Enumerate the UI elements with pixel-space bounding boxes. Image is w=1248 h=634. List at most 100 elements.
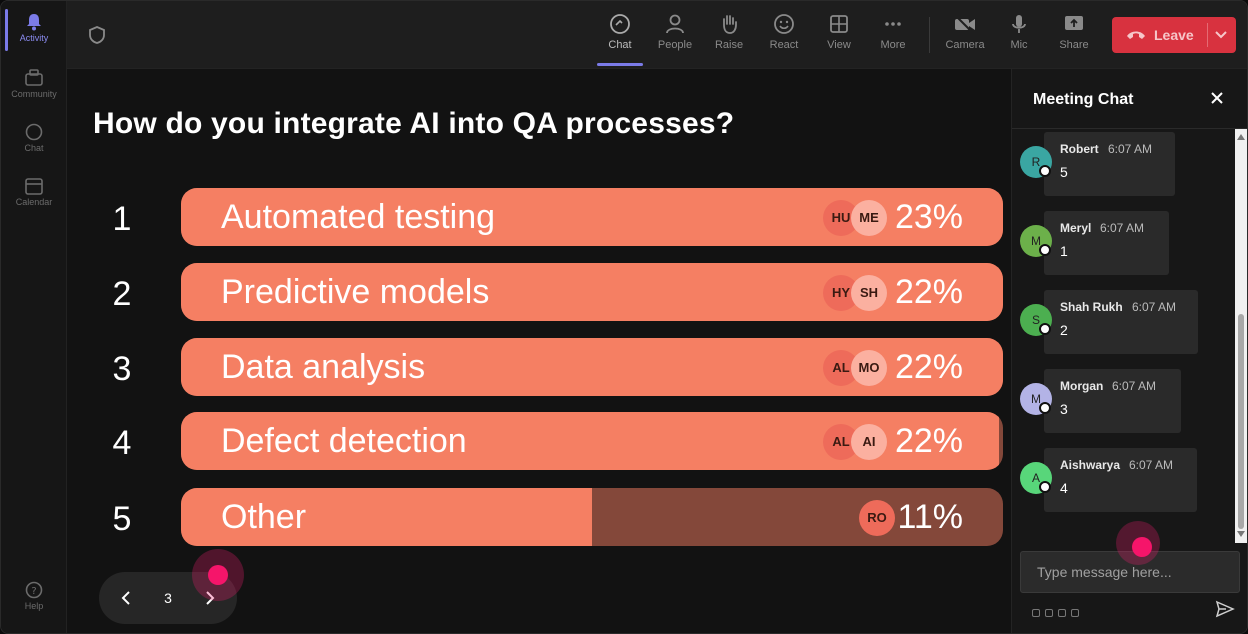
leave-button[interactable]: Leave	[1112, 17, 1236, 53]
poll-option[interactable]: 3 Data analysis AL MO 22%	[67, 338, 1011, 396]
toolbar-view-button[interactable]: View	[813, 11, 865, 63]
calendar-icon	[25, 178, 43, 195]
chat-header: Meeting Chat	[1012, 69, 1247, 129]
option-label: Other	[221, 498, 307, 536]
poll-option[interactable]: 1 Automated testing HU ME 23%	[67, 188, 1011, 246]
status-indicator	[1039, 481, 1051, 493]
chat-scrollbar[interactable]	[1235, 129, 1247, 543]
option-bar[interactable]: Predictive models HY SH 22%	[181, 263, 1003, 321]
voter-avatar: ME	[851, 200, 887, 236]
rail-active-indicator	[5, 9, 8, 51]
avatar: A	[1020, 462, 1052, 494]
formatting-tools[interactable]	[1032, 604, 1084, 617]
react-icon	[774, 14, 794, 34]
bell-icon	[27, 14, 41, 31]
more-icon	[885, 22, 901, 26]
status-indicator	[1039, 165, 1051, 177]
scroll-thumb[interactable]	[1238, 314, 1244, 529]
option-percent: 23%	[894, 198, 963, 236]
attach-icon[interactable]	[1045, 609, 1053, 617]
svg-text:?: ?	[31, 586, 36, 597]
chat-icon	[610, 14, 630, 34]
community-icon	[25, 69, 43, 86]
message-text: 2	[1060, 322, 1068, 338]
rail-item-label: Calendar	[15, 197, 53, 207]
option-number: 4	[112, 424, 132, 462]
phone-hangup-icon	[1127, 31, 1145, 39]
toolbar-more-button[interactable]: More	[867, 11, 919, 63]
format-icon[interactable]	[1032, 609, 1040, 617]
toolbar-react-label: React	[769, 39, 799, 51]
rail-item-community[interactable]: Community	[1, 69, 67, 99]
mic-icon	[1012, 15, 1026, 33]
option-bar[interactable]: Defect detection AL AI 22%	[181, 412, 1003, 470]
avatar-initial: M	[1031, 392, 1041, 406]
message-time: 6:07 AM	[1132, 300, 1177, 314]
toolbar-mic-button[interactable]: Mic	[993, 11, 1045, 63]
rail-item-calendar[interactable]: Calendar	[1, 177, 67, 207]
option-number: 5	[112, 500, 132, 538]
toolbar-raise-button[interactable]: Raise	[703, 11, 755, 63]
poll-stage: How do you integrate AI into QA processe…	[67, 69, 1011, 633]
avatar-initial: M	[1031, 234, 1041, 248]
toolbar-camera-button[interactable]: Camera	[939, 11, 991, 63]
pointer-indicator	[192, 549, 244, 601]
option-label: Defect detection	[221, 422, 467, 460]
scroll-up-arrow[interactable]	[1237, 134, 1245, 140]
sender-name: Aishwarya	[1060, 458, 1121, 472]
avatar-initial: R	[1031, 155, 1041, 169]
avatar: M	[1020, 225, 1052, 257]
chevron-right-icon[interactable]	[203, 590, 217, 606]
chevron-down-icon[interactable]	[1214, 30, 1228, 40]
message-time: 6:07 AM	[1112, 379, 1157, 393]
scroll-down-arrow[interactable]	[1237, 531, 1245, 537]
option-label: Data analysis	[221, 348, 426, 386]
chat-message[interactable]: M Morgan 6:07 AM 3	[1020, 369, 1181, 433]
toolbar-people-button[interactable]: People	[649, 11, 701, 63]
chat-message-input[interactable]	[1020, 551, 1240, 593]
message-time: 6:07 AM	[1129, 458, 1174, 472]
view-grid-icon	[830, 15, 848, 33]
toolbar-share-button[interactable]: Share	[1048, 11, 1100, 63]
option-bar[interactable]: Automated testing HU ME 23%	[181, 188, 1003, 246]
emoji-icon[interactable]	[1058, 609, 1066, 617]
leave-divider	[1207, 23, 1208, 47]
toolbar-separator	[929, 17, 930, 53]
close-icon[interactable]	[1210, 91, 1224, 105]
chevron-left-icon[interactable]	[119, 590, 133, 606]
share-icon	[1065, 16, 1083, 30]
option-fill	[181, 488, 592, 546]
pointer-indicator	[1116, 521, 1160, 565]
chat-message[interactable]: A Aishwarya 6:07 AM 4	[1020, 448, 1197, 512]
option-percent: 22%	[894, 348, 963, 386]
rail-item-chat[interactable]: Chat	[1, 123, 67, 153]
sender-name: Morgan	[1060, 379, 1104, 393]
rail-item-label: Community	[11, 89, 57, 99]
meeting-chat-panel: Meeting Chat R Robert 6:07 AM 5 M Meryl 6:07 A…	[1011, 69, 1247, 633]
rail-item-activity[interactable]: Activity	[1, 13, 67, 43]
toolbar-view-label: View	[827, 39, 851, 51]
poll-option[interactable]: 5 Other RO 11%	[67, 488, 1011, 546]
option-bar[interactable]: Other RO 11%	[181, 488, 1003, 546]
message-text: 1	[1060, 243, 1068, 259]
voter-avatar: RO	[859, 500, 895, 536]
send-icon[interactable]	[1215, 600, 1235, 618]
chat-message[interactable]: R Robert 6:07 AM 5	[1020, 132, 1175, 196]
voter-avatar: SH	[851, 275, 887, 311]
toolbar-people-label: People	[657, 39, 693, 51]
chat-message[interactable]: M Meryl 6:07 AM 1	[1020, 211, 1169, 275]
toolbar-chat-label: Chat	[608, 39, 632, 51]
gif-icon[interactable]	[1071, 609, 1079, 617]
chat-message[interactable]: S Shah Rukh 6:07 AM 2	[1020, 290, 1198, 354]
poll-option[interactable]: 4 Defect detection AL AI 22%	[67, 412, 1011, 470]
poll-option[interactable]: 2 Predictive models HY SH 22%	[67, 263, 1011, 321]
option-bar[interactable]: Data analysis AL MO 22%	[181, 338, 1003, 396]
rail-item-help[interactable]: ? Help	[1, 581, 67, 611]
message-text: 4	[1060, 480, 1068, 496]
shield-icon[interactable]	[87, 25, 107, 45]
toolbar-react-button[interactable]: React	[758, 11, 810, 63]
chat-title: Meeting Chat	[1033, 91, 1134, 108]
toolbar-more-label: More	[880, 39, 906, 51]
toolbar-chat-button[interactable]: Chat	[594, 11, 646, 63]
